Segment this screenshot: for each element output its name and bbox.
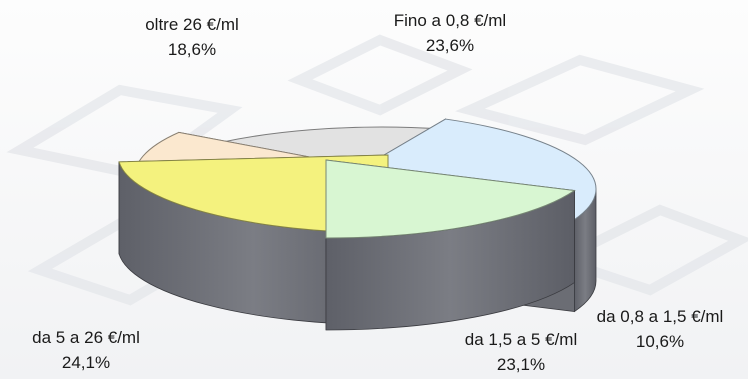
slice-value-label-3: 23,1% xyxy=(497,355,545,374)
slice-label-1: Fino a 0,8 €/ml xyxy=(394,11,506,30)
slice-label-3: da 1,5 a 5 €/ml xyxy=(465,330,577,349)
slice-label-4: da 5 a 26 €/ml xyxy=(32,328,140,347)
pie-slice-5 xyxy=(325,159,576,331)
pie-slice-1 xyxy=(118,154,389,326)
slice-label-2: da 0,8 a 1,5 €/ml xyxy=(597,307,724,326)
slice-value-label-1: 23,6% xyxy=(426,36,474,55)
pie-slices xyxy=(118,118,597,331)
slice-value-label-2: 10,6% xyxy=(636,332,684,351)
slice-label-5: oltre 26 €/ml xyxy=(145,15,239,34)
pie-labels: Fino a 0,8 €/ml 23,6% da 0,8 a 1,5 €/ml 10,… xyxy=(32,11,723,374)
slice-value-label-5: 18,6% xyxy=(168,40,216,59)
slice-value-label-4: 24,1% xyxy=(62,353,110,372)
